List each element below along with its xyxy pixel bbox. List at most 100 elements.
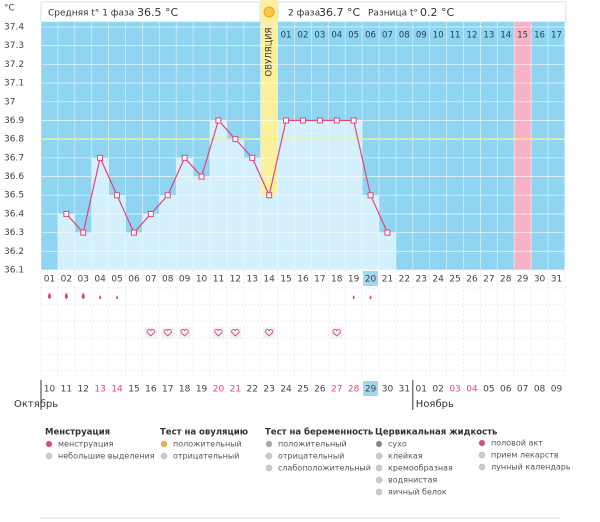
temperature-point (63, 210, 70, 217)
legend-item: половой акт (491, 439, 543, 448)
heart-cell (161, 327, 174, 339)
phase2-day: 02 (298, 31, 309, 41)
date-label: 25 (297, 385, 308, 395)
y-tick-label: 36.2 (4, 247, 24, 257)
legend-icon (375, 476, 383, 484)
x-tick-label: 13 (247, 275, 258, 285)
legend-title: Тест на беременность (265, 427, 373, 438)
legend-icon (160, 440, 168, 448)
phase2-day: 05 (348, 31, 359, 41)
date-label: 26 (314, 385, 326, 395)
x-tick-label: 03 (78, 275, 89, 285)
phase2-day: 17 (551, 31, 562, 41)
y-tick-label: 37.1 (4, 79, 24, 89)
temperature-point (333, 117, 340, 124)
phase2-day: 11 (450, 31, 461, 41)
temperature-point (316, 117, 323, 124)
date-label: 18 (179, 385, 191, 395)
x-tick-label: 28 (500, 275, 512, 285)
phase2-day: 16 (534, 31, 545, 41)
x-tick-label: 01 (44, 275, 55, 285)
spotting-icon (352, 295, 355, 300)
legend-item: слабоположительный (278, 464, 371, 473)
heart-cell (178, 327, 191, 339)
legend-icon (478, 439, 486, 447)
symptom-area (41, 270, 565, 398)
temperature-point (164, 192, 171, 199)
heart-cell (144, 327, 157, 339)
y-tick-label: 36.6 (4, 172, 24, 182)
temperature-point (198, 173, 205, 180)
x-tick-label: 23 (416, 275, 427, 285)
temperature-point (114, 192, 121, 199)
phase2-day: 08 (399, 31, 410, 41)
legend-icon (375, 440, 383, 448)
phase2-value: 36.7 °C (319, 6, 360, 19)
y-tick-label: 36.9 (4, 116, 24, 126)
date-label: 02 (432, 385, 443, 395)
phase2-day: 15 (517, 31, 528, 41)
date-label: 22 (247, 385, 258, 395)
legend-item: водянистая (388, 476, 437, 485)
legend-item: яичный белок (388, 488, 447, 497)
date-label: 08 (534, 385, 546, 395)
legend-item: положительный (278, 440, 347, 449)
date-label: 27 (331, 385, 342, 395)
phase2-day: 01 (281, 31, 292, 41)
temperature-point (80, 229, 87, 236)
temperature-point (181, 154, 188, 161)
date-label: 20 (213, 385, 225, 395)
heart-icon (180, 329, 189, 337)
y-tick-label: 36.7 (4, 153, 24, 163)
x-tick-label: 29 (517, 275, 529, 285)
highlight-column (514, 22, 532, 270)
phase2-day: 04 (331, 31, 342, 41)
x-tick-label: 19 (348, 275, 360, 285)
x-tick-label: 15 (280, 275, 291, 285)
legend-icon (375, 488, 383, 496)
date-label: 19 (196, 385, 208, 395)
heart-icon (231, 329, 240, 337)
legend-icon (265, 452, 273, 460)
date-label: 12 (78, 385, 89, 395)
x-tick-label: 27 (483, 275, 494, 285)
y-tick-label: 36.1 (4, 266, 24, 276)
temperature-column (226, 139, 244, 270)
date-label: 04 (466, 385, 478, 395)
temperature-point (266, 192, 273, 199)
x-tick-label: 22 (399, 275, 410, 285)
temperature-point (147, 210, 154, 217)
diff-label: Разница t° (368, 9, 418, 19)
y-tick-label: 36.3 (4, 228, 24, 238)
unit-label: °C (4, 4, 15, 14)
phase2-day: 10 (433, 31, 444, 41)
temperature-column (142, 213, 160, 270)
date-label: 11 (61, 385, 72, 395)
legend-icon (375, 464, 383, 472)
legend-item: прием лекарств (491, 451, 559, 460)
x-tick-label: 06 (128, 275, 140, 285)
date-label: 31 (399, 385, 410, 395)
heart-cell (263, 327, 276, 339)
spotting-icon (116, 295, 119, 300)
x-tick-label: 21 (382, 275, 393, 285)
legend-title: Менструация (45, 428, 110, 438)
y-tick-label: 37 (4, 97, 15, 107)
legend-item: отрицательный (278, 452, 344, 461)
legend-icon (375, 452, 383, 460)
x-tick-label: 14 (263, 275, 275, 285)
x-tick-label: 18 (331, 275, 343, 285)
date-label: 07 (517, 385, 528, 395)
x-tick-label: 02 (61, 275, 72, 285)
x-tick-label: 04 (94, 275, 106, 285)
x-tick-label: 30 (534, 275, 546, 285)
legend-item: клейкая (388, 452, 423, 461)
date-label: 15 (128, 385, 139, 395)
legend-item: кремообразная (388, 464, 453, 473)
x-tick-label: 10 (196, 275, 208, 285)
date-label: 10 (44, 385, 56, 395)
legend-icon (478, 451, 486, 459)
legend-icon (265, 440, 273, 448)
date-label: 24 (280, 385, 292, 395)
